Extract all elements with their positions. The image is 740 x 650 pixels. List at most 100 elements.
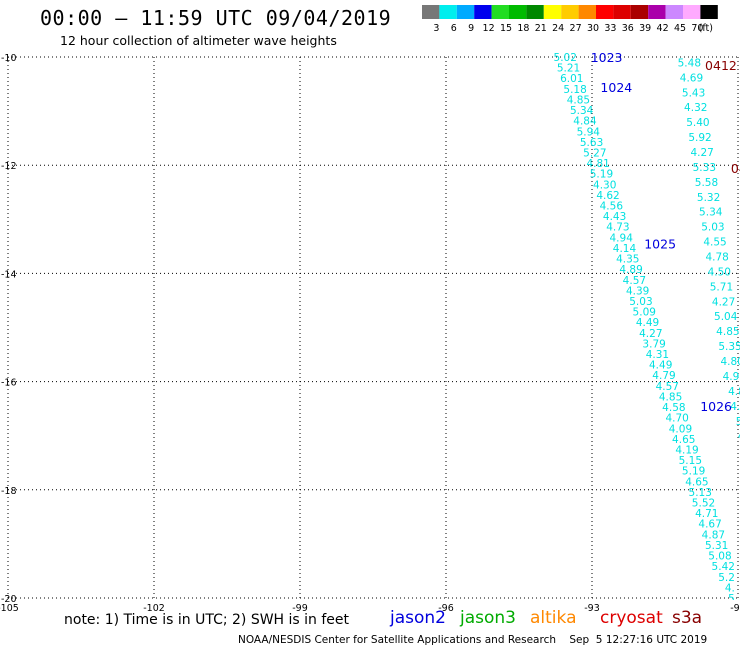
legend-swatch bbox=[665, 5, 683, 19]
legend-tick-label: 15 bbox=[500, 23, 512, 34]
legend-swatch bbox=[456, 5, 475, 19]
wave-height-value: 5.33 bbox=[693, 162, 716, 174]
wave-height-value: 5.19 bbox=[590, 169, 613, 181]
wave-height-value: 5.27 bbox=[583, 147, 606, 159]
wave-height-value: 4.89 bbox=[619, 264, 642, 276]
wave-height-value: 4.30 bbox=[593, 179, 616, 191]
legend-tick-label: 36 bbox=[622, 23, 634, 34]
wave-height-value: 4.35 bbox=[616, 254, 639, 266]
satellite-label-jason3: jason3 bbox=[460, 608, 516, 628]
wave-height-value: 4.32 bbox=[684, 102, 707, 114]
legend-swatch bbox=[648, 5, 666, 19]
wave-height-value: 4.49 bbox=[649, 360, 672, 372]
legend-swatch bbox=[526, 5, 544, 19]
legend-tick-label: 39 bbox=[639, 23, 651, 34]
wave-height-value: 4.65 bbox=[685, 476, 708, 488]
wave-height-value: 4.5 bbox=[730, 401, 740, 413]
wave-height-value: 5.15 bbox=[679, 455, 702, 467]
longitude-tick-label: -99 bbox=[292, 603, 308, 614]
wave-height-value: 5.02 bbox=[554, 52, 577, 64]
wave-height-value: 5.21 bbox=[557, 63, 580, 75]
map-subtitle: 12 hour collection of altimeter wave hei… bbox=[60, 33, 337, 48]
legend-swatch bbox=[543, 5, 562, 19]
wave-height-value: 5.42 bbox=[712, 561, 735, 573]
wave-height-value: 4.85 bbox=[659, 391, 682, 403]
wave-height-value: 4.49 bbox=[636, 317, 659, 329]
wave-height-value: 5.40 bbox=[686, 117, 709, 129]
latitude-tick-label: -16 bbox=[1, 378, 17, 389]
wave-height-value: 5. bbox=[728, 593, 738, 605]
legend-swatch bbox=[439, 5, 457, 19]
wave-height-value: 4. bbox=[725, 582, 735, 594]
wave-height-value: 4.56 bbox=[600, 201, 624, 213]
latitude-tick-label: -20 bbox=[1, 594, 17, 605]
wave-height-value: 5.19 bbox=[682, 466, 705, 478]
wave-height-value: 5.35 bbox=[718, 341, 740, 353]
wave-height-value: 4.65 bbox=[672, 434, 695, 446]
wave-height-value: 4.39 bbox=[626, 285, 649, 297]
legend-tick-label: 18 bbox=[517, 23, 529, 34]
wave-height-value: 4.27 bbox=[712, 296, 735, 308]
wave-height-value: 4.43 bbox=[603, 211, 626, 223]
wave-height-value: 4.71 bbox=[695, 508, 718, 520]
latitude-tick-label: -18 bbox=[1, 486, 17, 497]
legend-tick-label: 27 bbox=[570, 23, 582, 34]
legend-swatch bbox=[509, 5, 527, 19]
wave-height-value: 4.87 bbox=[702, 529, 725, 541]
wave-height-value: 4.91 bbox=[723, 371, 740, 383]
pass-time-label: 1023 bbox=[591, 50, 623, 65]
wave-height-value: 6.01 bbox=[560, 73, 583, 85]
satellite-label-cryosat: cryosat bbox=[600, 608, 663, 628]
wave-height-value: 4.57 bbox=[623, 275, 646, 287]
wave-height-value: 4.79 bbox=[652, 370, 675, 382]
wave-height-value: 5.34 bbox=[699, 207, 723, 219]
satellite-label-s3a: s3a bbox=[672, 608, 703, 628]
wave-height-value: 5.43 bbox=[682, 87, 705, 99]
map-title: 00:00 – 11:59 UTC 09/04/2019 bbox=[40, 6, 392, 30]
legend-swatch bbox=[596, 5, 614, 19]
legend-swatch bbox=[422, 5, 440, 19]
wave-height-value: 5.13 bbox=[689, 487, 712, 499]
pass-time-label: 0412 bbox=[705, 58, 737, 73]
wave-height-value: 5.58 bbox=[695, 177, 718, 189]
pass-time-label: 1025 bbox=[644, 237, 676, 252]
units-note: note: 1) Time is in UTC; 2) SWH is in fe… bbox=[64, 612, 350, 628]
wave-height-value: 5.48 bbox=[678, 57, 701, 69]
wave-height-value: 4.55 bbox=[703, 237, 726, 249]
wave-height-value: 4.27 bbox=[690, 147, 713, 159]
wave-height-value: 4.69 bbox=[680, 72, 703, 84]
wave-height-value: 5.52 bbox=[692, 498, 715, 510]
wave-height-value: 4.19 bbox=[675, 444, 698, 456]
wave-height-value: 5.04 bbox=[714, 311, 738, 323]
wave-height-value: 4.57 bbox=[656, 381, 679, 393]
wave-height-value: 5.34 bbox=[570, 105, 594, 117]
wave-height-value: 3.79 bbox=[642, 338, 665, 350]
wave-height-value: 4.78 bbox=[705, 252, 728, 264]
longitude-tick-label: -90 bbox=[730, 603, 740, 614]
wave-height-value: 4.94 bbox=[610, 232, 634, 244]
longitude-tick-label: -96 bbox=[438, 603, 454, 614]
wave-height-value: 4.27 bbox=[639, 328, 662, 340]
wave-height-value: 4.09 bbox=[669, 423, 692, 435]
legend-swatch bbox=[578, 5, 596, 19]
pass-time-label: 1026 bbox=[700, 399, 732, 414]
legend-tick-label: 30 bbox=[587, 23, 599, 34]
latitude-tick-label: -10 bbox=[1, 53, 17, 64]
wave-height-value: 5.63 bbox=[580, 137, 603, 149]
wave-height-value: 4.62 bbox=[596, 190, 619, 202]
legend-swatch bbox=[491, 5, 509, 19]
legend-tick-label: 24 bbox=[552, 23, 564, 34]
wave-height-value: 4.58 bbox=[662, 402, 685, 414]
wave-height-value: 5.09 bbox=[633, 307, 656, 319]
wave-height-value: 5.94 bbox=[577, 126, 601, 138]
wave-height-value: 5.32 bbox=[697, 192, 720, 204]
legend-tick-label: 70 bbox=[691, 23, 703, 34]
legend-tick-label: 33 bbox=[604, 23, 616, 34]
longitude-tick-label: -102 bbox=[143, 603, 165, 614]
satellite-label-jason2: jason2 bbox=[390, 608, 446, 628]
legend-tick-label: 3 bbox=[433, 23, 439, 34]
wave-height-value: 4.81 bbox=[586, 158, 609, 170]
wave-height-value: 5.03 bbox=[701, 222, 724, 234]
